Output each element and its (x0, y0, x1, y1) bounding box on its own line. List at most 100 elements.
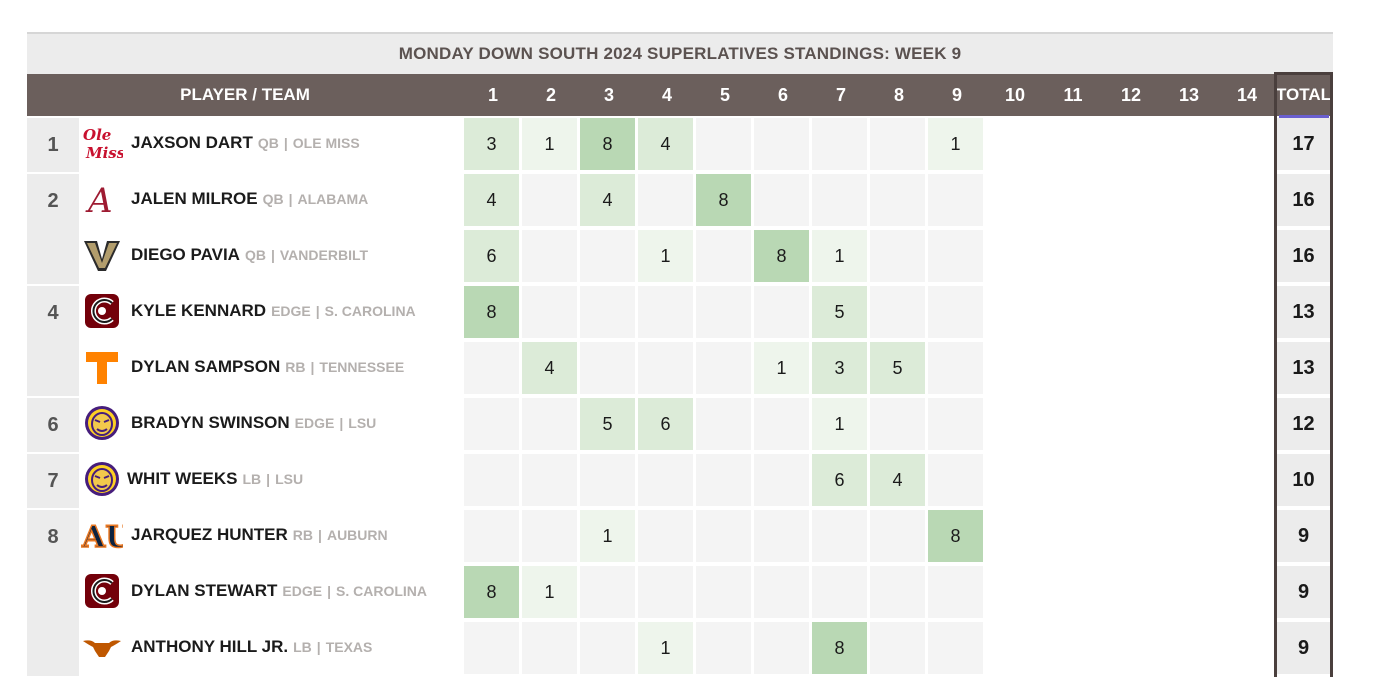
week-score-cell: 8 (696, 174, 751, 226)
week-column-header: 6 (777, 85, 788, 105)
player-name-cell: WHIT WEEKS LB | LSU (127, 452, 303, 506)
meta-separator: | (283, 135, 288, 151)
week-score-cell: 5 (812, 286, 867, 338)
svg-text:A: A (85, 181, 113, 219)
player-name-cell: DYLAN SAMPSON RB | TENNESSEE (131, 340, 404, 394)
lsu-logo (81, 459, 123, 499)
week-column-header: 8 (893, 85, 904, 105)
player-position: QB (257, 135, 279, 151)
week-score-cell (580, 286, 635, 338)
week-score-cell (522, 174, 577, 226)
week-score-cell (464, 454, 519, 506)
week-score-cell: 6 (812, 454, 867, 506)
week-score-cell (638, 566, 693, 618)
week-score-cell (638, 342, 693, 394)
week-score-cell (928, 566, 983, 618)
player-name-cell: DYLAN STEWART EDGE | S. CAROLINA (131, 564, 427, 618)
week-score-cell (870, 174, 925, 226)
week-column-header: 14 (1236, 85, 1258, 105)
week-column-header: 9 (951, 85, 962, 105)
week-column-header: 13 (1178, 85, 1200, 105)
week-score-cell (696, 230, 751, 282)
rank-cell: 4 (27, 286, 79, 340)
meta-separator: | (315, 303, 320, 319)
table-row: 7 WHIT WEEKS LB | LSU 6 4 10 (27, 452, 1333, 508)
table-row: 4 KYLE KENNARD EDGE | S. CAROLINA 8 5 13 (27, 284, 1333, 340)
week-score-cell (580, 454, 635, 506)
meta-separator: | (339, 415, 344, 431)
week-score-cell: 8 (754, 230, 809, 282)
week-score-cell: 3 (812, 342, 867, 394)
player-team: OLE MISS (292, 135, 360, 151)
week-column-header: 10 (1004, 85, 1026, 105)
player-name-cell: JALEN MILROE QB | ALABAMA (131, 172, 368, 226)
week-score-cell (580, 230, 635, 282)
week-score-cell (754, 622, 809, 674)
week-score-cell (522, 230, 577, 282)
rank-cell: 8 (27, 510, 79, 564)
week-score-cell (522, 622, 577, 674)
table-row: DYLAN STEWART EDGE | S. CAROLINA 8 1 9 (27, 564, 1333, 620)
player-team: AUBURN (326, 527, 388, 543)
south-carolina-logo (81, 291, 123, 331)
player-position: LB (293, 639, 312, 655)
player-name-cell: BRADYN SWINSON EDGE | LSU (131, 396, 376, 450)
week-score-cell (696, 454, 751, 506)
week-column-header: 5 (719, 85, 730, 105)
player-team: TENNESSEE (319, 359, 405, 375)
svg-text:Miss: Miss (85, 144, 123, 162)
week-score-cell (580, 622, 635, 674)
total-column-outline (1274, 72, 1333, 677)
week-score-cell (696, 342, 751, 394)
table-row: ANTHONY HILL JR. LB | TEXAS 1 8 9 (27, 620, 1333, 676)
week-score-cell: 4 (522, 342, 577, 394)
week-score-cell (638, 286, 693, 338)
svg-text:AU: AU (81, 520, 123, 555)
week-score-cell: 4 (580, 174, 635, 226)
week-score-cell (638, 454, 693, 506)
table-title: MONDAY DOWN SOUTH 2024 SUPERLATIVES STAN… (27, 32, 1333, 74)
week-score-cell (638, 174, 693, 226)
total-column-header: TOTAL (1274, 74, 1333, 116)
table-row: 2 A JALEN MILROE QB | ALABAMA 4 4 8 16 (27, 172, 1333, 228)
meta-separator: | (318, 527, 322, 543)
week-score-cell: 5 (870, 342, 925, 394)
week-score-cell (870, 566, 925, 618)
rank-cell: 1 (27, 118, 79, 172)
rank-cell (27, 340, 79, 396)
week-score-cell (522, 454, 577, 506)
week-score-cell (928, 174, 983, 226)
player-position: EDGE (271, 303, 311, 319)
player-name: JAXSON DART (131, 133, 253, 152)
week-score-cell (580, 566, 635, 618)
meta-separator: | (266, 471, 271, 487)
player-name-cell: JARQUEZ HUNTER RB | AUBURN (131, 508, 388, 562)
total-score-cell: 12 (1277, 398, 1330, 450)
week-column-header: 7 (835, 85, 846, 105)
week-score-cell: 1 (812, 398, 867, 450)
week-score-cell: 8 (928, 510, 983, 562)
rank-cell (27, 228, 79, 284)
week-score-cell (812, 566, 867, 618)
total-score-cell: 13 (1277, 286, 1330, 338)
week-column-header: 12 (1120, 85, 1142, 105)
table-row: DYLAN SAMPSON RB | TENNESSEE 4 1 3 5 13 (27, 340, 1333, 396)
player-team: ALABAMA (297, 191, 369, 207)
week-score-cell (870, 510, 925, 562)
rank-cell (27, 620, 79, 676)
player-name-cell: JAXSON DART QB | OLE MISS (131, 116, 360, 170)
player-position: RB (292, 527, 314, 543)
total-score-cell: 17 (1277, 118, 1330, 170)
week-column-header: 1 (487, 85, 498, 105)
week-score-cell (522, 398, 577, 450)
week-score-cell (464, 510, 519, 562)
week-score-cell (928, 398, 983, 450)
week-column-header: 3 (603, 85, 614, 105)
week-column-header: 4 (661, 85, 672, 105)
week-score-cell (754, 454, 809, 506)
week-score-cell (696, 286, 751, 338)
week-score-cell (522, 510, 577, 562)
auburn-logo: AU (81, 515, 123, 555)
week-score-cell (928, 342, 983, 394)
svg-text:Ole: Ole (83, 126, 111, 144)
